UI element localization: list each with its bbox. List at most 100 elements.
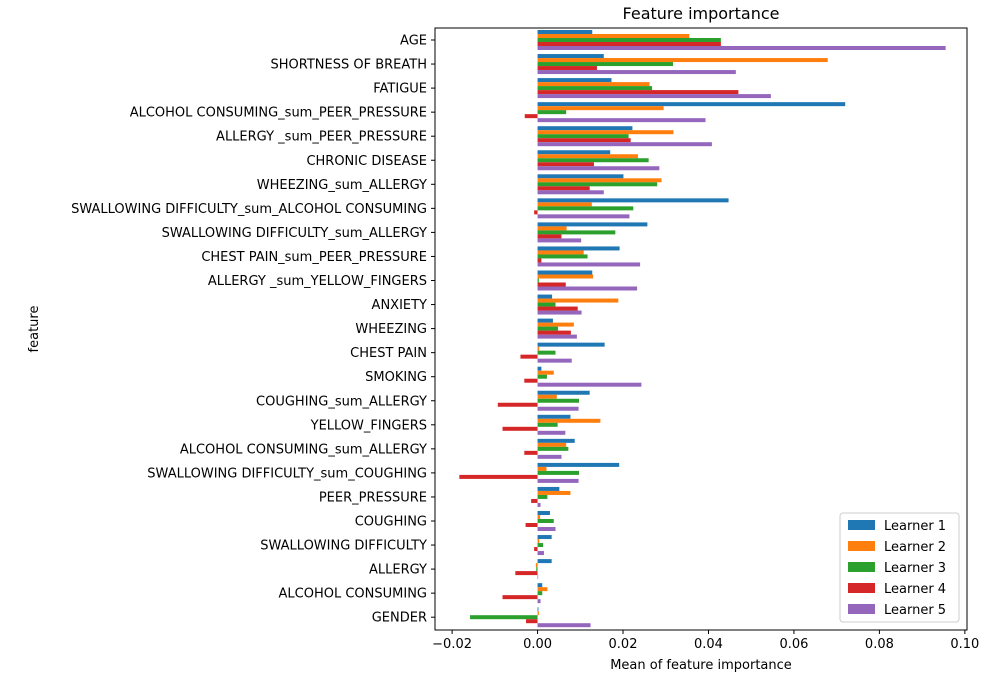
bar bbox=[537, 82, 650, 87]
bar bbox=[536, 567, 538, 572]
bar bbox=[537, 490, 571, 495]
y-tick-label: SMOKING bbox=[365, 370, 427, 385]
bar bbox=[515, 571, 538, 576]
bar bbox=[537, 342, 605, 347]
bar bbox=[537, 86, 653, 91]
bar bbox=[537, 206, 634, 211]
bar bbox=[537, 294, 553, 299]
y-tick-label: FATIGUE bbox=[373, 82, 427, 97]
y-tick-label: ANXIETY bbox=[372, 298, 428, 313]
bar bbox=[537, 102, 846, 107]
bar bbox=[537, 222, 648, 227]
bar bbox=[502, 426, 538, 431]
bar bbox=[537, 238, 582, 243]
y-tick-label: COUGHING bbox=[355, 515, 427, 530]
bar bbox=[537, 230, 616, 235]
y-tick-label: SWALLOWING DIFFICULTY_sum_ALLERGY bbox=[162, 226, 427, 241]
bar bbox=[537, 94, 771, 99]
legend-label: Learner 1 bbox=[884, 519, 946, 534]
bar bbox=[534, 210, 538, 215]
bar bbox=[537, 322, 574, 327]
y-tick-label: SWALLOWING DIFFICULTY bbox=[260, 539, 427, 554]
bar bbox=[537, 46, 946, 50]
bar bbox=[537, 623, 591, 628]
bar bbox=[524, 450, 538, 455]
y-tick-label: ALLERGY _sum_PEER_PRESSURE bbox=[216, 130, 427, 145]
bar bbox=[537, 34, 690, 38]
legend: Learner 1 Learner 2 Learner 3 Learner 4 Lear… bbox=[839, 512, 960, 623]
bar bbox=[537, 599, 541, 604]
bar bbox=[537, 306, 578, 311]
bar bbox=[537, 494, 548, 499]
bar bbox=[537, 254, 588, 259]
bar bbox=[537, 278, 539, 283]
bar bbox=[537, 374, 547, 379]
y-tick-label: COUGHING_sum_ALLERGY bbox=[256, 394, 427, 409]
bar bbox=[537, 511, 550, 515]
y-tick-label: ALCOHOL CONSUMING_sum_PEER_PRESSURE bbox=[130, 106, 427, 121]
bar bbox=[537, 591, 543, 596]
x-tick-label: 0.02 bbox=[609, 637, 638, 652]
bar bbox=[537, 186, 590, 191]
bar bbox=[537, 66, 597, 71]
bar bbox=[537, 462, 620, 467]
bar bbox=[537, 466, 547, 471]
bar bbox=[537, 583, 543, 588]
legend-label: Learner 4 bbox=[884, 582, 946, 597]
bar bbox=[537, 166, 660, 171]
bar bbox=[537, 310, 582, 315]
bar bbox=[537, 418, 601, 423]
legend-swatch bbox=[848, 604, 875, 614]
bar bbox=[537, 334, 577, 339]
bar bbox=[537, 38, 721, 42]
bar bbox=[537, 274, 594, 279]
bar bbox=[537, 366, 542, 371]
bar bbox=[531, 498, 538, 503]
bar bbox=[537, 42, 721, 46]
bar bbox=[524, 378, 538, 383]
x-axis: −0.02 0.00 0.02 0.04 0.06 0.08 0.10 bbox=[432, 630, 979, 652]
bar bbox=[537, 118, 706, 123]
bar bbox=[537, 90, 739, 95]
bar bbox=[537, 358, 572, 363]
bar bbox=[537, 262, 641, 267]
y-tick-label: AGE bbox=[400, 34, 427, 49]
y-tick-label: ALLERGY bbox=[369, 563, 427, 578]
bar bbox=[470, 615, 538, 620]
bar bbox=[537, 326, 559, 331]
bar bbox=[537, 214, 630, 219]
x-tick-label: 0.10 bbox=[950, 637, 979, 652]
bar bbox=[459, 474, 538, 479]
bar bbox=[537, 535, 552, 540]
bar bbox=[537, 182, 658, 187]
x-tick-label: 0.08 bbox=[865, 637, 894, 652]
bar bbox=[537, 202, 592, 207]
bar bbox=[537, 502, 541, 507]
x-tick-label: 0.06 bbox=[779, 637, 808, 652]
y-axis-label: feature bbox=[27, 306, 42, 353]
bar bbox=[537, 515, 541, 519]
bar bbox=[537, 134, 629, 139]
bar bbox=[537, 258, 542, 263]
y-tick-label: WHEEZING_sum_ALLERGY bbox=[257, 178, 427, 193]
bar bbox=[535, 563, 538, 568]
bar bbox=[537, 370, 554, 375]
bar bbox=[537, 346, 540, 351]
bar bbox=[537, 106, 664, 111]
bar bbox=[537, 126, 633, 131]
bar bbox=[537, 575, 539, 580]
x-tick-label: −0.02 bbox=[432, 637, 472, 652]
bar bbox=[537, 551, 544, 556]
bar bbox=[537, 414, 571, 419]
y-tick-label: SWALLOWING DIFFICULTY_sum_COUGHING bbox=[147, 466, 427, 481]
bar bbox=[537, 543, 544, 548]
bar bbox=[537, 70, 736, 75]
y-tick-label: SWALLOWING DIFFICULTY_sum_ALCOHOL CONSUM… bbox=[71, 202, 427, 217]
bar bbox=[537, 486, 560, 491]
bar bbox=[537, 430, 566, 435]
legend-label: Learner 3 bbox=[884, 561, 946, 576]
bar bbox=[537, 318, 553, 323]
bar bbox=[537, 78, 612, 83]
bar bbox=[537, 478, 579, 483]
